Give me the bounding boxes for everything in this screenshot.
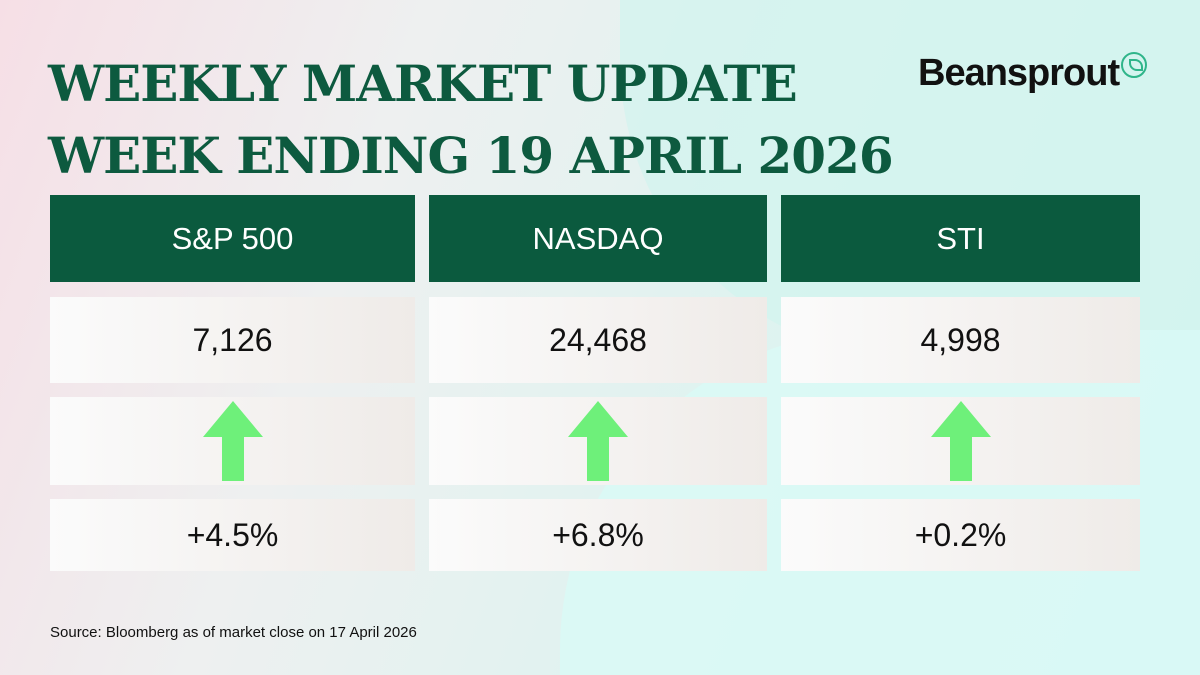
arrow-up-icon — [202, 401, 263, 481]
index-change: +6.8% — [429, 499, 767, 571]
index-value: 7,126 — [50, 297, 415, 383]
direction-cell — [50, 397, 415, 485]
sprout-icon — [1121, 52, 1148, 78]
index-value: 4,998 — [781, 297, 1140, 383]
index-header: STI — [781, 195, 1140, 282]
index-change: +0.2% — [781, 499, 1140, 571]
index-change: +4.5% — [50, 499, 415, 571]
title-line-2: WEEK ENDING 19 APRIL 2026 — [48, 126, 894, 185]
index-header: NASDAQ — [429, 195, 767, 282]
arrow-up-icon — [930, 401, 991, 481]
logo-text: Beansprout — [918, 52, 1120, 94]
index-value: 24,468 — [429, 297, 767, 383]
index-header: S&P 500 — [50, 195, 415, 282]
page-title: WEEKLY MARKET UPDATE WEEK ENDING 19 APRI… — [48, 48, 894, 192]
source-note: Source: Bloomberg as of market close on … — [50, 624, 417, 641]
arrow-up-icon — [568, 401, 628, 481]
logo: Beansprout — [918, 52, 1148, 95]
title-line-1: WEEKLY MARKET UPDATE — [48, 54, 798, 113]
direction-cell — [781, 397, 1140, 485]
direction-cell — [429, 397, 767, 485]
